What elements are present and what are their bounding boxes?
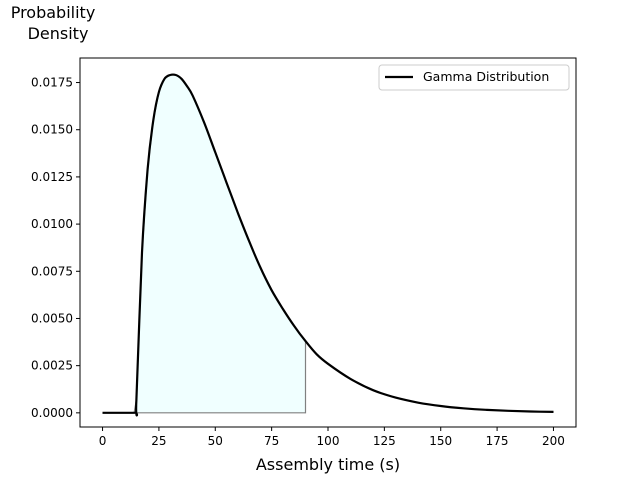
x-tick-label: 125 xyxy=(373,434,396,448)
x-tick-label: 0 xyxy=(99,434,107,448)
y-tick-label: 0.0025 xyxy=(31,359,73,373)
curve-layer xyxy=(102,73,554,417)
y-axis-title-line-1: Probability xyxy=(11,3,96,22)
y-tick-label: 0.0050 xyxy=(31,311,73,325)
y-tick-label: 0.0100 xyxy=(31,217,73,231)
y-tick-label: 0.0000 xyxy=(31,406,73,420)
x-tick-label: 100 xyxy=(317,434,340,448)
legend-label: Gamma Distribution xyxy=(423,69,549,84)
y-tick-label: 0.0075 xyxy=(31,264,73,278)
y-axis: 0.0000 0.0025 0.0050 0.0075 0.0100 0.0125 0.01… xyxy=(31,76,80,420)
legend-box xyxy=(378,64,570,91)
y-tick-label: 0.0175 xyxy=(31,76,73,90)
legend: Gamma Distribution xyxy=(378,64,570,91)
x-axis-title: Assembly time (s) xyxy=(256,455,400,474)
gamma-distribution-line xyxy=(102,73,554,417)
y-axis-title-line-2: Density xyxy=(28,24,89,43)
x-tick-label: 25 xyxy=(151,434,166,448)
x-tick-label: 50 xyxy=(208,434,223,448)
shaded-probability-area xyxy=(133,74,307,414)
x-tick-label: 75 xyxy=(264,434,279,448)
y-tick-label: 0.0150 xyxy=(31,123,73,137)
x-tick-label: 150 xyxy=(429,434,452,448)
shaded-area-layer xyxy=(133,74,307,414)
x-axis: 0 25 50 75 100 125 150 175 200 xyxy=(99,427,565,448)
y-tick-label: 0.0125 xyxy=(31,170,73,184)
x-tick-label: 175 xyxy=(486,434,509,448)
x-tick-label: 200 xyxy=(542,434,565,448)
